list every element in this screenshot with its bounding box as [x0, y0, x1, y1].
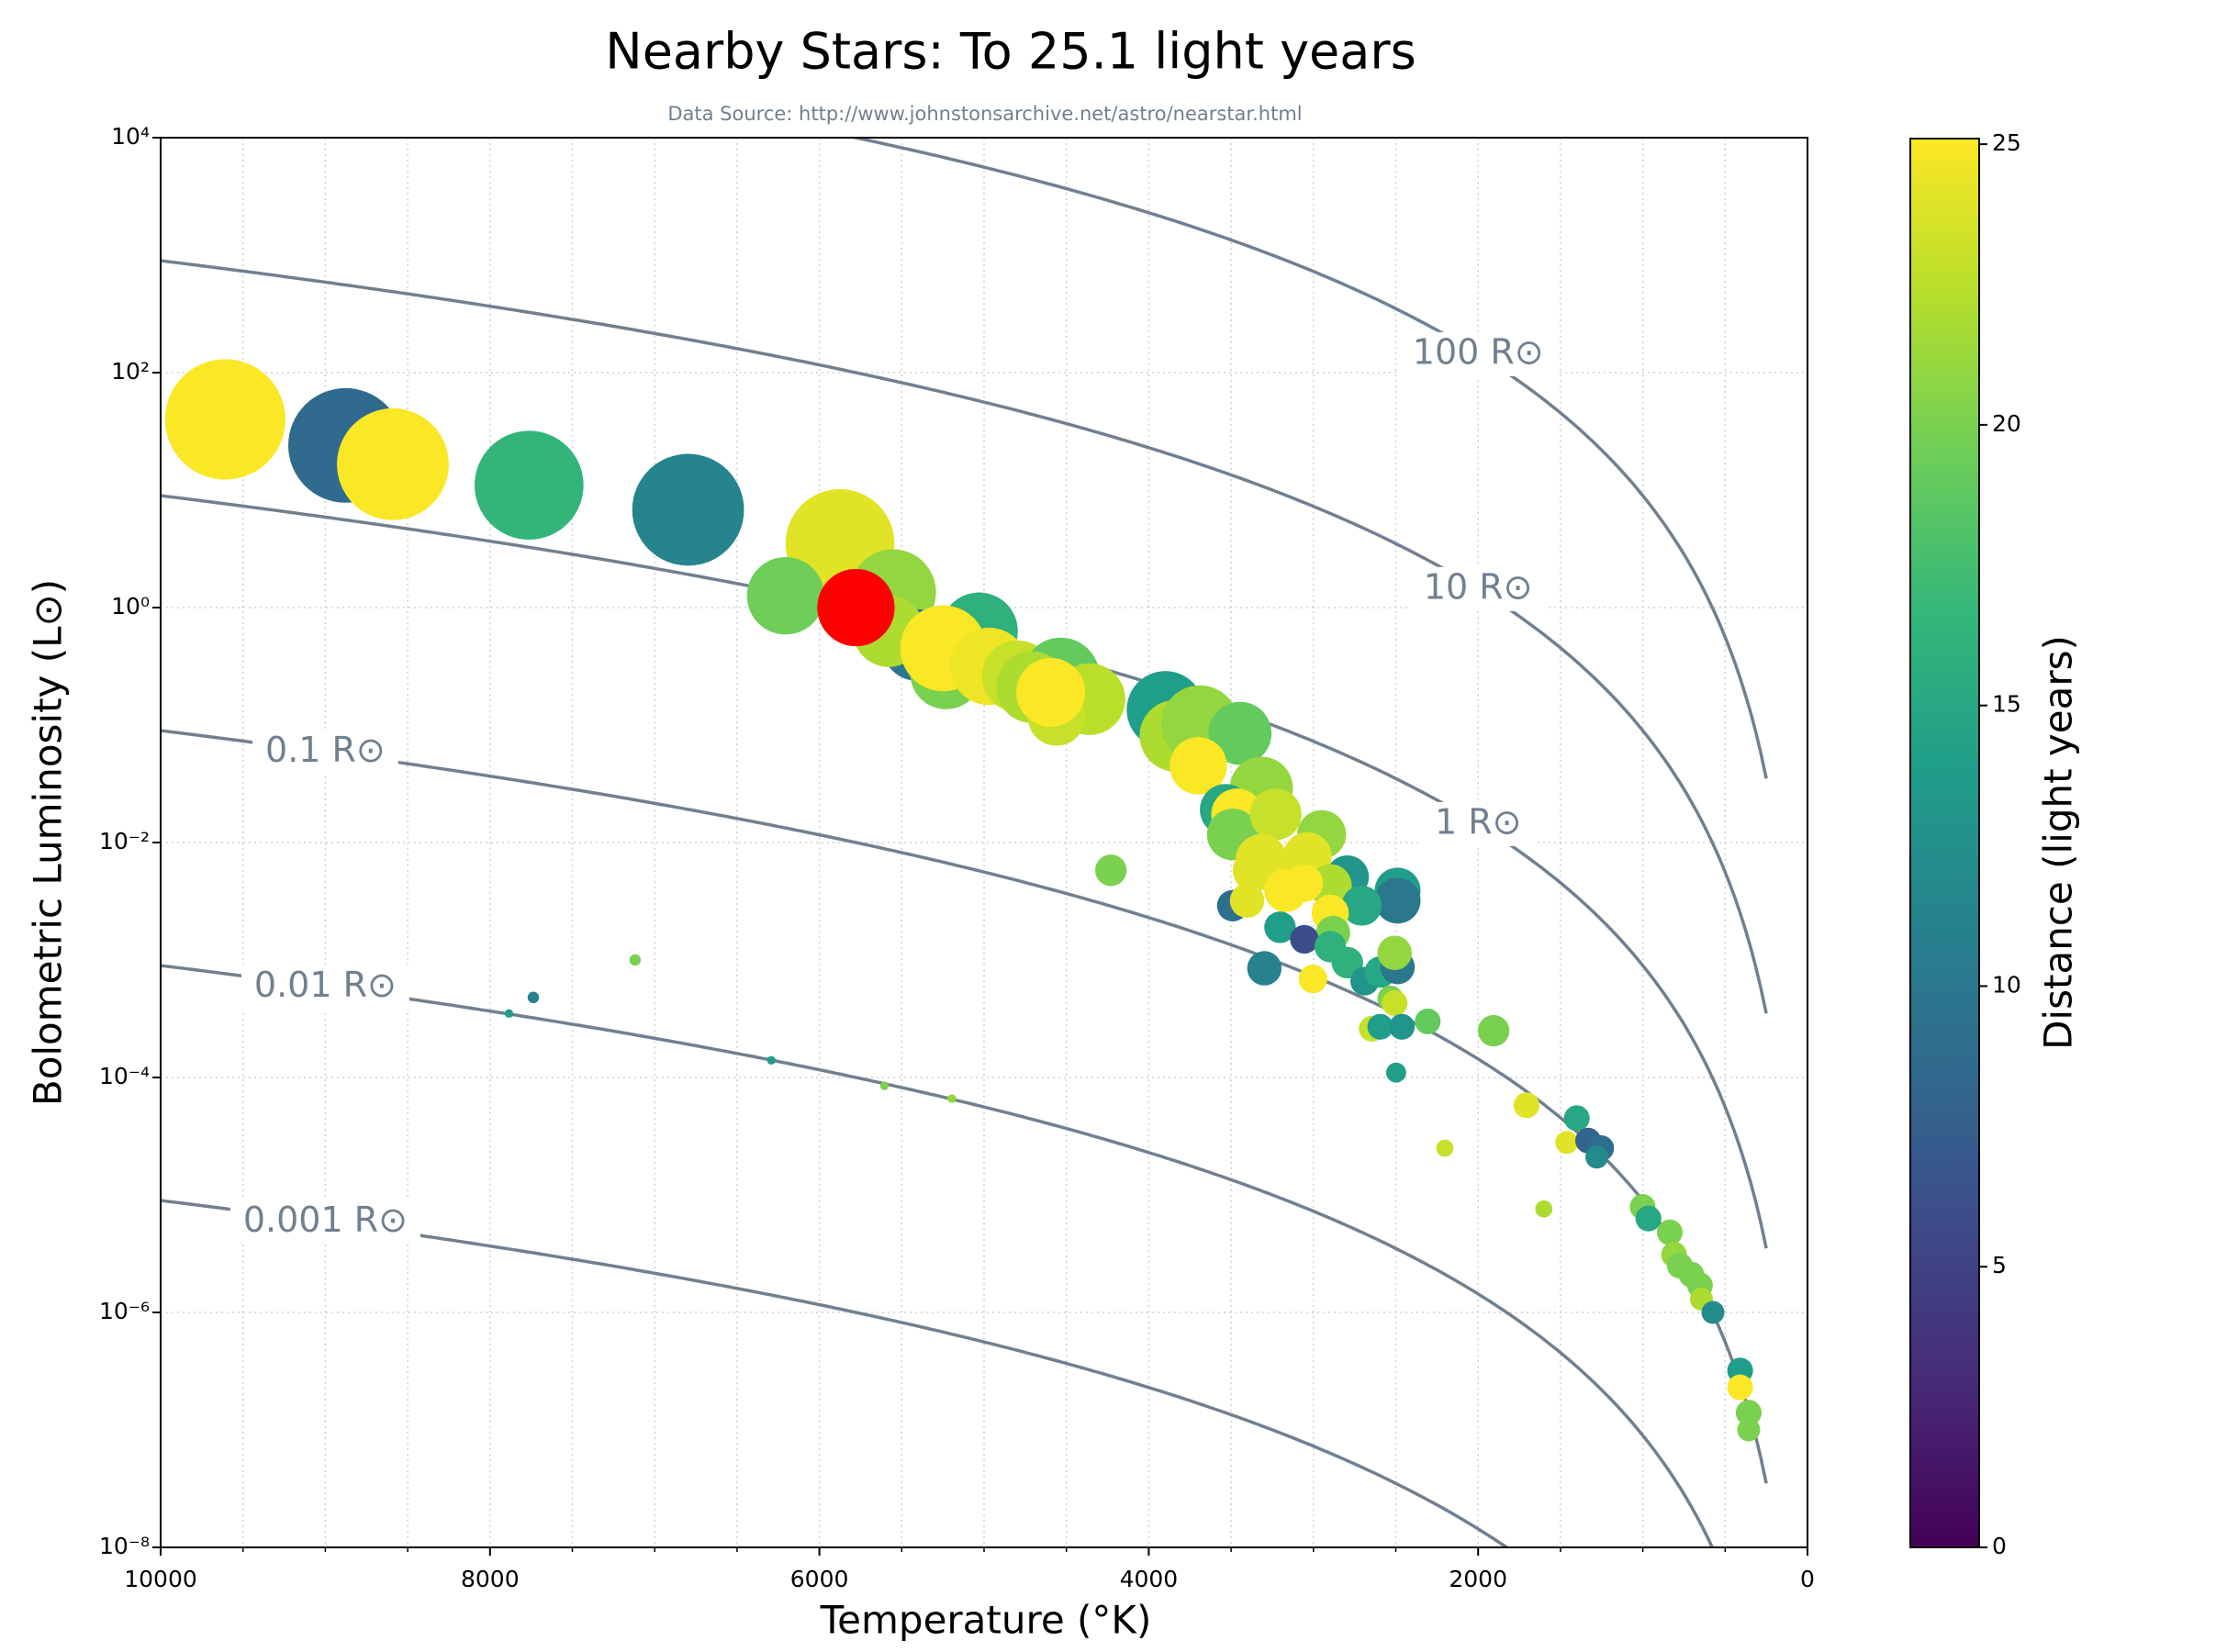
- y-tick-label: 10⁻⁶: [99, 1298, 150, 1324]
- radius-label-background: [229, 1200, 420, 1245]
- radius-label: 0.001 R⊙: [243, 1200, 408, 1240]
- y-tick-label: 10⁻²: [99, 828, 150, 854]
- colorbar-tick-label: 0: [1992, 1533, 2007, 1559]
- star: [746, 556, 824, 635]
- star: [527, 991, 540, 1004]
- star: [1735, 1400, 1763, 1426]
- axes: 10000 8000 6000 4000 2000 0 10⁴ 10² 10⁰ 10⁻² 10⁻⁴ 1…: [99, 123, 2021, 1592]
- radius-line: [161, 1199, 1510, 1547]
- star: [879, 1081, 890, 1090]
- radius-line: [161, 964, 1715, 1547]
- star: [632, 453, 744, 566]
- colorbar-tick-label: 5: [1992, 1252, 2007, 1278]
- y-tick-label: 10⁻⁴: [99, 1063, 150, 1089]
- radius-label-background: [252, 730, 398, 775]
- star: [1170, 737, 1227, 795]
- colorbar-tick-label: 25: [1992, 129, 2021, 156]
- star: [1367, 1013, 1393, 1040]
- star: [947, 1094, 957, 1103]
- star: [1585, 1145, 1609, 1169]
- star: [1229, 883, 1265, 919]
- star: [1737, 1418, 1761, 1442]
- colorbar-tick-label: 15: [1992, 691, 2021, 718]
- star: [1415, 1008, 1441, 1034]
- radius-label-background: [1421, 801, 1535, 846]
- chart-title: Nearby Stars: To 25.1 light years: [605, 23, 1416, 81]
- colorbar-label: Distance (light years): [2036, 635, 2081, 1050]
- x-tick-label: 4000: [1120, 1566, 1179, 1592]
- star: [1535, 1200, 1553, 1218]
- y-tick-label: 10⁴: [111, 123, 150, 150]
- y-tick-label: 10⁻⁸: [99, 1533, 150, 1559]
- x-tick-label: 2000: [1449, 1566, 1507, 1592]
- radius-label: 0.1 R⊙: [265, 730, 386, 770]
- star: [629, 954, 642, 966]
- x-tick-label: 8000: [461, 1566, 520, 1592]
- star: [1727, 1374, 1753, 1401]
- star: [1382, 989, 1408, 1016]
- colorbar-tick-label: 20: [1992, 410, 2021, 437]
- radius-label: 100 R⊙: [1413, 331, 1544, 372]
- star: [1298, 965, 1327, 994]
- y-axis-label: Bolometric Luminosity (L⊙): [26, 579, 71, 1106]
- star: [1290, 924, 1319, 954]
- star: [1208, 701, 1272, 765]
- x-tick-label: 10000: [124, 1566, 197, 1592]
- star: [1094, 854, 1127, 887]
- star: [1016, 657, 1086, 727]
- star: [1247, 951, 1282, 986]
- radius-label-background: [1410, 566, 1546, 611]
- star: [337, 407, 449, 520]
- star: [1377, 935, 1412, 970]
- star: [1555, 1131, 1579, 1155]
- star: [474, 430, 584, 541]
- chart-subtitle: Data Source: http://www.johnstonsarchive…: [667, 103, 1302, 125]
- x-tick-label: 0: [1800, 1566, 1815, 1592]
- radius-labels: 100 R⊙ 10 R⊙ 1 R⊙ 0.1 R⊙ 0.01 R⊙ 0.001 R⊙: [229, 331, 1557, 1245]
- y-tick-label: 10⁰: [111, 593, 150, 620]
- star: [504, 1009, 514, 1019]
- star: [1285, 865, 1324, 902]
- points: [164, 359, 1763, 1442]
- star: [1264, 911, 1296, 943]
- radius-label: 1 R⊙: [1435, 801, 1522, 842]
- radius-label: 10 R⊙: [1424, 566, 1533, 607]
- star: [1656, 1219, 1684, 1245]
- star: [1436, 1139, 1454, 1157]
- sun: [817, 568, 895, 647]
- star: [1563, 1105, 1590, 1132]
- star: [767, 1055, 776, 1065]
- star: [1232, 848, 1276, 892]
- star: [1385, 1062, 1406, 1083]
- star: [1374, 877, 1421, 924]
- x-axis-label: Temperature (°K): [820, 1598, 1152, 1643]
- radius-label-background: [1399, 331, 1557, 376]
- y-tick-label: 10²: [111, 358, 150, 385]
- x-tick-label: 6000: [790, 1566, 849, 1592]
- star: [1341, 885, 1382, 926]
- radius-label: 0.01 R⊙: [254, 965, 397, 1005]
- star: [1635, 1205, 1662, 1232]
- colorbar: [1909, 138, 1980, 1548]
- star: [1513, 1092, 1539, 1119]
- colorbar-tick-label: 10: [1992, 971, 2021, 998]
- star: [1477, 1014, 1510, 1047]
- star: [1389, 1013, 1416, 1040]
- radius-line: [161, 729, 1768, 1484]
- star: [1249, 788, 1302, 841]
- radius-label-background: [241, 965, 409, 1010]
- star: [164, 359, 285, 480]
- star: [1701, 1300, 1725, 1324]
